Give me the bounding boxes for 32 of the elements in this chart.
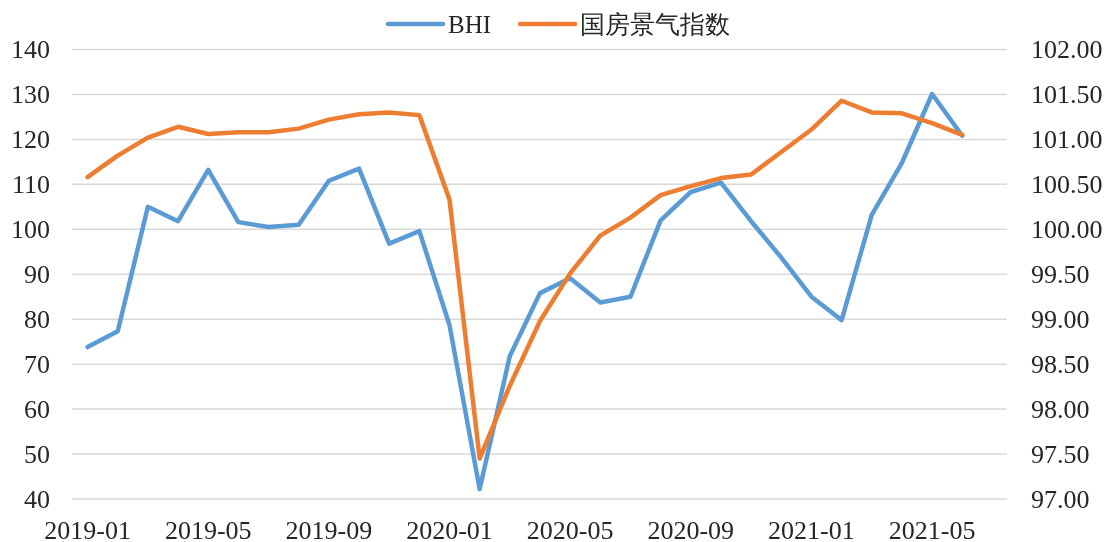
xtick: 2020-01 [406,516,493,542]
y2tick: 99.00 [1031,304,1090,334]
y2tick: 98.50 [1031,349,1090,379]
ytick: 50 [24,439,50,469]
xtick: 2021-05 [888,516,976,542]
ytick: 100 [11,214,50,244]
ytick: 60 [24,394,50,424]
xtick: 2020-09 [647,516,735,542]
ytick: 120 [11,125,50,154]
xtick: 2019-05 [164,516,252,542]
y2tick: 100.00 [1031,214,1103,244]
y2tick: 99.50 [1031,259,1090,289]
y2tick: 97.00 [1031,484,1090,514]
legend-label: 国房景气指数 [580,10,731,38]
y2tick: 101.50 [1031,80,1103,110]
ytick: 40 [24,484,50,514]
y2tick: 102.00 [1031,35,1103,65]
ytick: 80 [24,304,50,334]
xtick: 2021-01 [768,516,855,542]
xtick: 2019-09 [285,516,373,542]
ytick: 140 [11,35,50,65]
legend-label: BHI [448,10,492,38]
ytick: 90 [24,259,50,289]
ytick: 70 [24,349,50,379]
y2tick: 101.00 [1031,125,1103,154]
y2tick: 98.00 [1031,394,1090,424]
xtick: 2019-01 [44,516,131,542]
y2tick: 100.50 [1031,169,1103,199]
ytick: 110 [11,169,50,199]
ytick: 130 [11,80,50,110]
xtick: 2020-05 [526,516,614,542]
y2tick: 97.50 [1031,439,1090,469]
